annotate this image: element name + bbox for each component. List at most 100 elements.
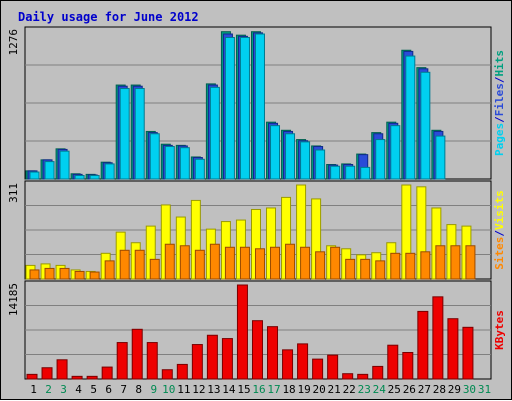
bar-sites-day-17 [270, 246, 281, 280]
bar-kbytes-day-25 [387, 344, 399, 380]
legend-panel3: KBytes [493, 310, 506, 350]
bar-pages-day-16 [254, 33, 265, 180]
bar-pages-day-18 [285, 133, 296, 180]
x-tick-label-day-18: 18 [282, 383, 295, 396]
x-tick-label-day-24: 24 [373, 383, 387, 396]
legend-item-panel2-0: Sites [493, 237, 506, 270]
x-tick-label-day-15: 15 [237, 383, 250, 396]
bar-pages-day-24 [375, 139, 386, 180]
bar-sites-day-23 [360, 258, 371, 280]
x-tick-label-day-31: 31 [478, 383, 491, 396]
label-layer: 127631114185Pages/Files/HitsSites/Visits… [7, 29, 506, 396]
bar-pages-day-13 [209, 86, 220, 180]
legend-item-panel2-1: / [493, 230, 506, 237]
x-tick-label-day-9: 9 [150, 383, 157, 396]
x-tick-label-day-7: 7 [120, 383, 127, 396]
x-tick-label-day-1: 1 [30, 383, 37, 396]
bar-kbytes-day-22 [342, 373, 354, 380]
bar-sites-day-12 [194, 249, 205, 280]
bar-kbytes-day-26 [402, 351, 414, 380]
bar-sites-day-11 [179, 245, 190, 280]
x-tick-label-day-11: 11 [177, 383, 190, 396]
bar-kbytes-day-8 [131, 328, 143, 380]
bar-sites-day-24 [375, 260, 386, 280]
x-tick-label-day-27: 27 [418, 383, 431, 396]
bar-kbytes-day-23 [357, 373, 369, 380]
bar-pages-day-28 [435, 135, 446, 180]
bar-sites-day-14 [224, 246, 235, 280]
legend-item-panel1-1: / [493, 116, 506, 123]
x-tick-label-day-28: 28 [433, 383, 446, 396]
bar-kbytes-day-4 [71, 375, 83, 380]
bar-pages-day-2 [44, 161, 55, 180]
bar-pages-day-8 [134, 88, 145, 180]
bar-pages-day-11 [179, 147, 190, 180]
x-tick-label-day-20: 20 [313, 383, 326, 396]
bar-sites-day-28 [435, 245, 446, 280]
bar-kbytes-day-11 [176, 363, 188, 380]
bar-pages-day-19 [300, 141, 311, 180]
x-tick-label-day-8: 8 [135, 383, 142, 396]
bar-kbytes-day-30 [462, 326, 474, 380]
legend-item-panel3-0: KBytes [493, 310, 506, 350]
x-tick-label-day-29: 29 [448, 383, 461, 396]
bar-sites-day-21 [330, 246, 341, 280]
bar-sites-day-30 [465, 245, 476, 280]
bar-kbytes-day-1 [26, 373, 38, 380]
max-label-panel2: 311 [7, 183, 20, 203]
bar-pages-day-21 [330, 165, 341, 180]
bar-pages-day-25 [390, 125, 401, 180]
bar-sites-day-13 [209, 243, 220, 280]
bar-pages-day-27 [420, 71, 431, 180]
legend-item-panel1-4: Hits [493, 50, 506, 77]
x-tick-label-day-2: 2 [45, 383, 52, 396]
x-tick-label-day-30: 30 [463, 383, 476, 396]
bar-kbytes-day-12 [191, 344, 203, 380]
x-tick-label-day-6: 6 [105, 383, 112, 396]
bar-kbytes-day-19 [297, 343, 309, 380]
x-tick-label-day-3: 3 [60, 383, 67, 396]
x-tick-label-day-13: 13 [207, 383, 220, 396]
bar-sites-day-18 [285, 243, 296, 280]
bar-sites-day-19 [300, 246, 311, 280]
bar-pages-day-23 [360, 166, 371, 180]
bar-kbytes-day-7 [116, 342, 128, 380]
x-tick-label-day-16: 16 [252, 383, 265, 396]
x-tick-label-day-5: 5 [90, 383, 97, 396]
x-tick-label-day-12: 12 [192, 383, 205, 396]
bar-kbytes-day-14 [221, 338, 233, 380]
bar-kbytes-day-6 [101, 366, 113, 380]
x-tick-label-day-10: 10 [162, 383, 175, 396]
mark-layer [25, 31, 476, 380]
bar-kbytes-day-15 [236, 284, 248, 380]
bar-sites-day-26 [405, 252, 416, 280]
x-tick-label-day-23: 23 [358, 383, 371, 396]
bar-pages-day-14 [224, 36, 235, 180]
bar-kbytes-day-3 [56, 359, 68, 380]
bar-sites-day-4 [74, 270, 85, 280]
bar-kbytes-day-28 [432, 296, 444, 380]
bar-kbytes-day-20 [312, 358, 324, 380]
bar-kbytes-day-17 [267, 326, 279, 380]
legend-panel1: Pages/Files/Hits [493, 50, 506, 156]
bar-sites-day-5 [89, 271, 100, 280]
legend-panel2: Sites/Visits [493, 190, 506, 270]
bar-sites-day-16 [254, 248, 265, 280]
bar-pages-day-3 [59, 150, 70, 180]
bar-kbytes-day-16 [251, 320, 263, 380]
legend-item-panel1-2: Files [493, 83, 506, 116]
bar-sites-day-15 [239, 246, 250, 280]
bar-pages-day-12 [194, 158, 205, 180]
bar-pages-day-7 [119, 88, 130, 180]
x-tick-label-day-25: 25 [388, 383, 401, 396]
x-tick-label-day-19: 19 [297, 383, 310, 396]
bar-sites-day-27 [420, 251, 431, 280]
bar-kbytes-day-2 [41, 367, 53, 380]
bar-kbytes-day-24 [372, 365, 384, 380]
bar-pages-day-9 [149, 133, 160, 180]
bar-sites-day-6 [104, 260, 115, 280]
max-label-panel3: 14185 [7, 283, 20, 316]
bar-sites-day-3 [59, 267, 70, 280]
bar-kbytes-day-10 [161, 369, 173, 380]
